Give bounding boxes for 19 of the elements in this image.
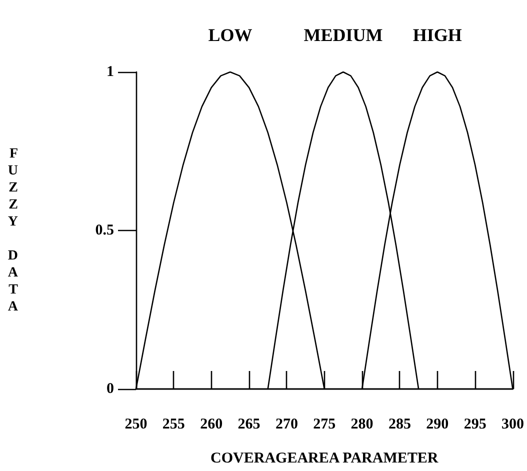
x-tick-label: 285 [388, 416, 411, 432]
x-tick-label: 255 [162, 416, 185, 432]
x-tick-label: 275 [313, 416, 336, 432]
x-axis-title: COVERAGEAREA PARAMETER [210, 450, 438, 466]
y-tick-label: 0 [106, 381, 114, 397]
x-tick-label: 270 [275, 416, 298, 432]
x-tick-label: 265 [238, 416, 260, 432]
y-tick-label: 1 [106, 64, 114, 80]
x-tick-label: 295 [464, 416, 486, 432]
x-tick-label: 250 [124, 416, 148, 432]
series-label: LOW [208, 25, 252, 45]
y-tick-label: 0.5 [95, 222, 114, 238]
x-tick-label: 290 [426, 416, 449, 432]
series-label: HIGH [412, 25, 462, 45]
x-tick-label: 260 [200, 416, 223, 432]
text: MEDIUM [304, 25, 383, 45]
x-tick-label: 300 [502, 416, 524, 432]
x-tick-label: 280 [350, 416, 374, 432]
text: FUZZY DATA [8, 146, 18, 314]
